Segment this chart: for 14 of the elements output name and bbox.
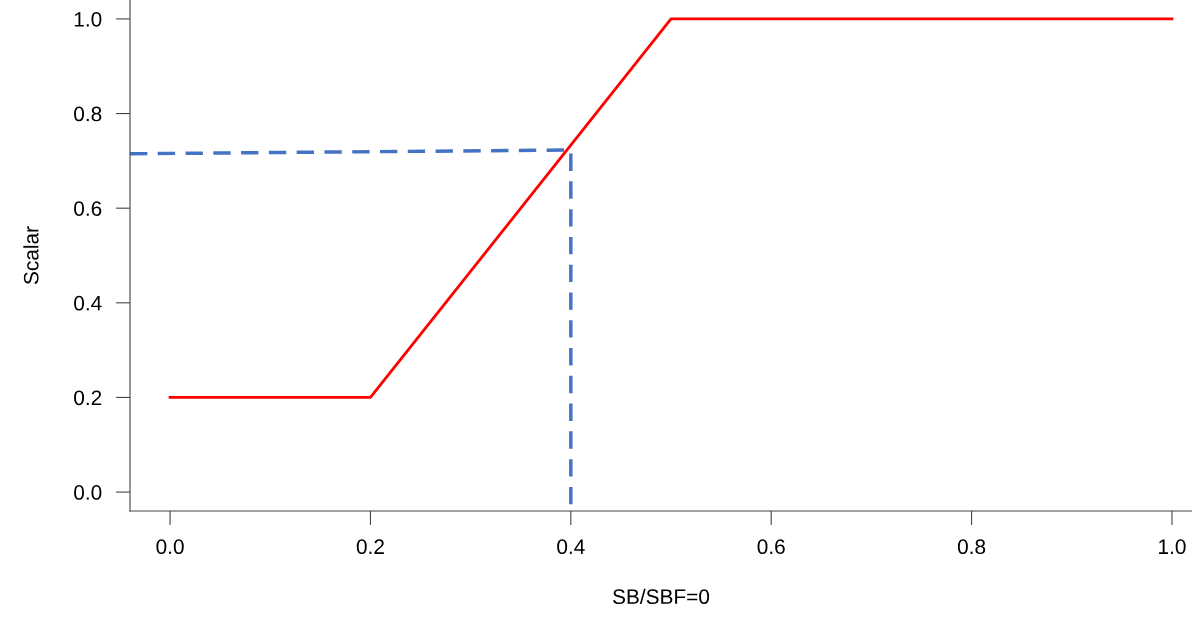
x-tick-label: 1.0 bbox=[1159, 539, 1186, 555]
x-tick-label: 0.8 bbox=[957, 539, 986, 555]
y-tick-label: 0.8 bbox=[74, 106, 102, 122]
x-tick-label: 0.0 bbox=[156, 539, 184, 555]
y-tick-label: 0.0 bbox=[74, 485, 102, 500]
x-axis-title: SB/SBF=0 bbox=[613, 588, 710, 605]
y-tick-label: 0.4 bbox=[74, 295, 102, 311]
x-tick-label: 0.6 bbox=[757, 539, 785, 555]
x-tick-label: 0.2 bbox=[356, 539, 384, 555]
y-tick-label: 0.6 bbox=[74, 201, 102, 216]
y-axis-title: Scalar bbox=[23, 226, 39, 285]
x-tick-label: 0.4 bbox=[557, 539, 585, 555]
y-tick-label: 0.2 bbox=[74, 390, 102, 406]
y-tick-label: 1.0 bbox=[74, 11, 102, 27]
